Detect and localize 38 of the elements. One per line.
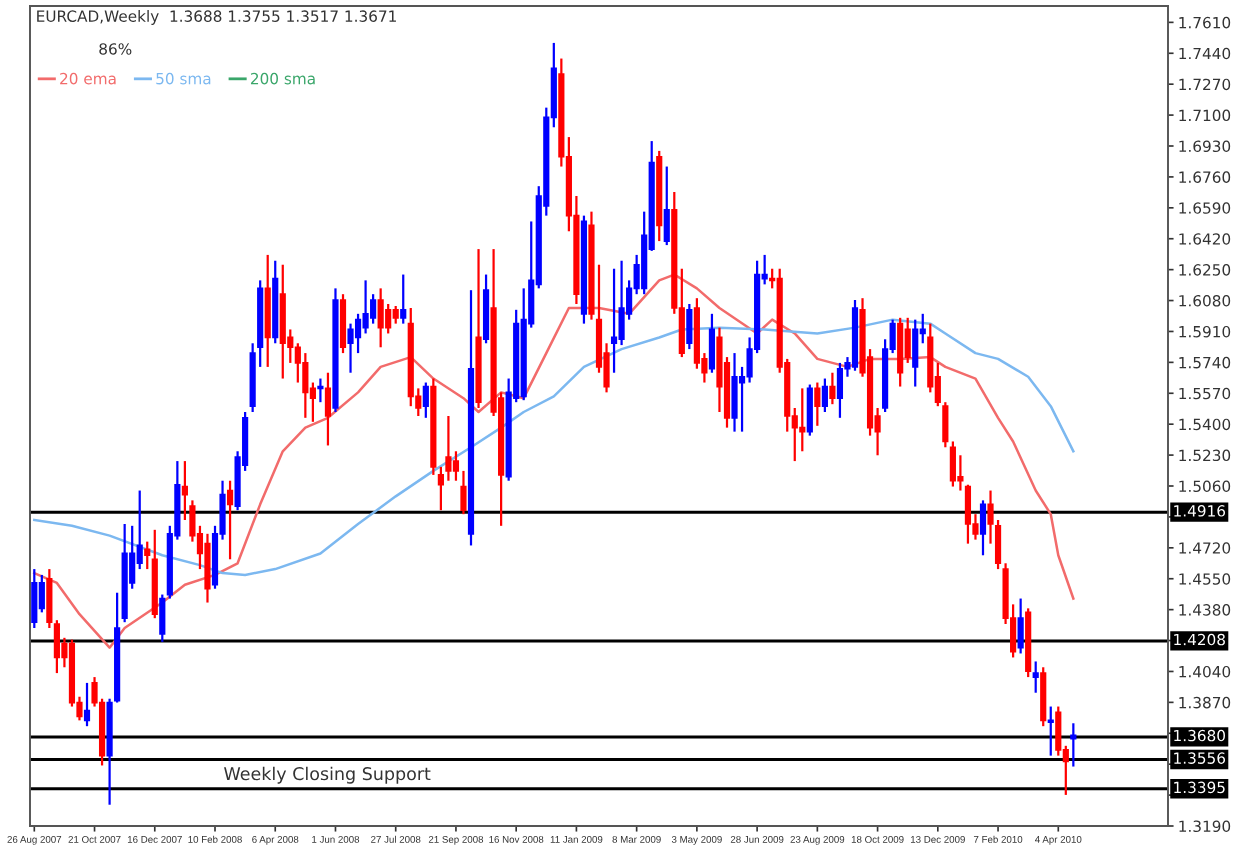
candlestick — [979, 499, 987, 557]
candlestick — [610, 267, 618, 374]
candlestick — [377, 287, 384, 349]
candlestick — [806, 383, 813, 437]
candlestick — [317, 377, 324, 404]
candlestick — [144, 540, 151, 571]
candlestick — [31, 567, 38, 630]
candlestick — [686, 302, 693, 351]
candlestick — [814, 381, 821, 427]
candlestick — [1055, 705, 1062, 757]
candlestick — [1032, 660, 1039, 694]
candlestick — [53, 619, 60, 675]
candlestick — [400, 273, 407, 325]
candlestick — [1017, 597, 1024, 655]
candlestick — [829, 371, 836, 406]
line-series — [33, 273, 1075, 649]
candlestick — [204, 532, 211, 604]
candlestick — [324, 371, 332, 447]
candlestick — [708, 312, 716, 374]
candlestick — [731, 351, 738, 433]
candlestick — [949, 440, 956, 488]
candlestick — [83, 681, 91, 728]
candlestick — [1040, 666, 1047, 728]
candlestick — [836, 361, 844, 419]
candlestick — [912, 318, 919, 388]
candlestick — [1047, 705, 1054, 757]
candlestick — [339, 293, 347, 355]
candlestick — [226, 479, 234, 561]
candlestick — [422, 381, 429, 419]
candlestick — [46, 567, 53, 630]
candlestick — [385, 302, 392, 335]
candlestick — [821, 377, 828, 414]
candlestick — [159, 593, 166, 643]
candlestick — [799, 387, 806, 453]
candlestick — [302, 351, 309, 419]
annotation: Weekly Closing Support — [224, 766, 431, 784]
candlestick — [663, 165, 670, 247]
candlestick — [347, 322, 354, 374]
